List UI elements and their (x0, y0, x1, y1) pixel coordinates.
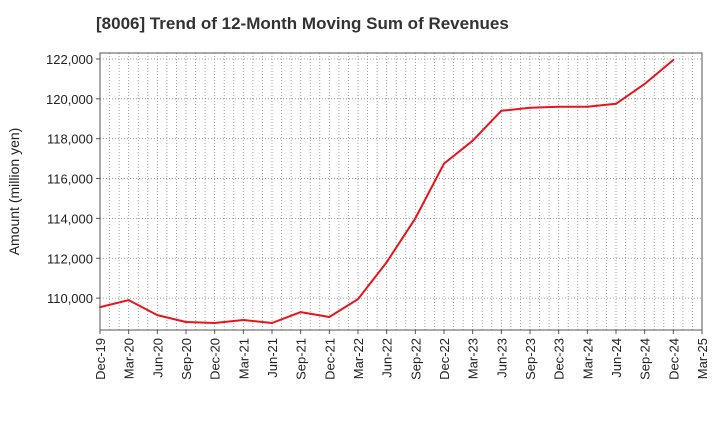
data-point (414, 217, 417, 220)
chart-title: [8006] Trend of 12-Month Moving Sum of R… (96, 14, 509, 33)
y-tick-label: 118,000 (47, 132, 93, 147)
data-point (185, 321, 187, 324)
y-tick-label: 116,000 (47, 172, 93, 187)
x-tick-label: Mar-24 (580, 338, 595, 379)
data-point (299, 311, 302, 314)
x-tick-label: Sep-21 (294, 338, 309, 380)
data-point (328, 316, 331, 319)
data-point (385, 261, 388, 264)
x-tick-label: Sep-24 (638, 338, 653, 380)
data-point (127, 299, 130, 302)
grid-layer (100, 53, 702, 330)
x-tick-label: Dec-23 (552, 338, 567, 380)
x-tick-label: Mar-23 (466, 338, 481, 379)
data-point (643, 82, 646, 85)
y-axis-label: Amount (million yen) (6, 128, 22, 256)
x-tick-label: Dec-20 (208, 338, 223, 380)
data-point (615, 102, 617, 105)
x-tick-label: Dec-22 (437, 338, 452, 380)
data-point (271, 322, 273, 325)
plot-frame (99, 52, 703, 331)
data-point (242, 319, 245, 322)
data-point (156, 314, 159, 317)
x-tick-labels: Dec-19 Mar-20 Jun-20 Sep-20 Dec-20 Mar-21 Jun-… (93, 330, 710, 380)
data-point (443, 162, 445, 165)
data-point (529, 106, 531, 109)
data-point (586, 105, 589, 108)
data-point (500, 109, 503, 112)
x-tick-label: Dec-24 (666, 338, 681, 380)
x-tick-label: Mar-21 (236, 338, 251, 379)
x-tick-label: Jun-23 (494, 338, 509, 378)
data-point (471, 139, 474, 142)
x-tick-label: Jun-21 (265, 338, 280, 378)
series-layer (99, 58, 675, 325)
y-tick-label: 120,000 (46, 92, 93, 107)
x-tick-label: Mar-25 (695, 338, 710, 379)
y-tick-label: 112,000 (47, 251, 93, 266)
y-tick-label: 122,000 (46, 52, 93, 67)
x-tick-label: Jun-20 (150, 338, 165, 378)
y-tick-label: 114,000 (47, 211, 93, 226)
x-tick-label: Sep-22 (408, 338, 423, 380)
x-tick-label: Sep-20 (179, 338, 194, 380)
x-tick-label: Sep-23 (523, 338, 538, 380)
x-tick-label: Dec-19 (93, 338, 108, 380)
y-tick-labels: 110,000 112,000 114,000 116,000 118,000 120,0… (46, 52, 100, 306)
data-point (557, 105, 560, 108)
x-tick-label: Mar-20 (122, 338, 137, 379)
x-tick-label: Dec-21 (322, 338, 337, 380)
data-point (99, 306, 101, 309)
x-tick-label: Jun-24 (609, 338, 624, 378)
data-point (213, 322, 216, 325)
data-point (672, 58, 675, 61)
x-tick-label: Mar-22 (351, 338, 366, 379)
y-tick-label: 110,000 (47, 291, 93, 306)
x-tick-label: Jun-22 (380, 338, 395, 378)
data-point (357, 298, 359, 301)
